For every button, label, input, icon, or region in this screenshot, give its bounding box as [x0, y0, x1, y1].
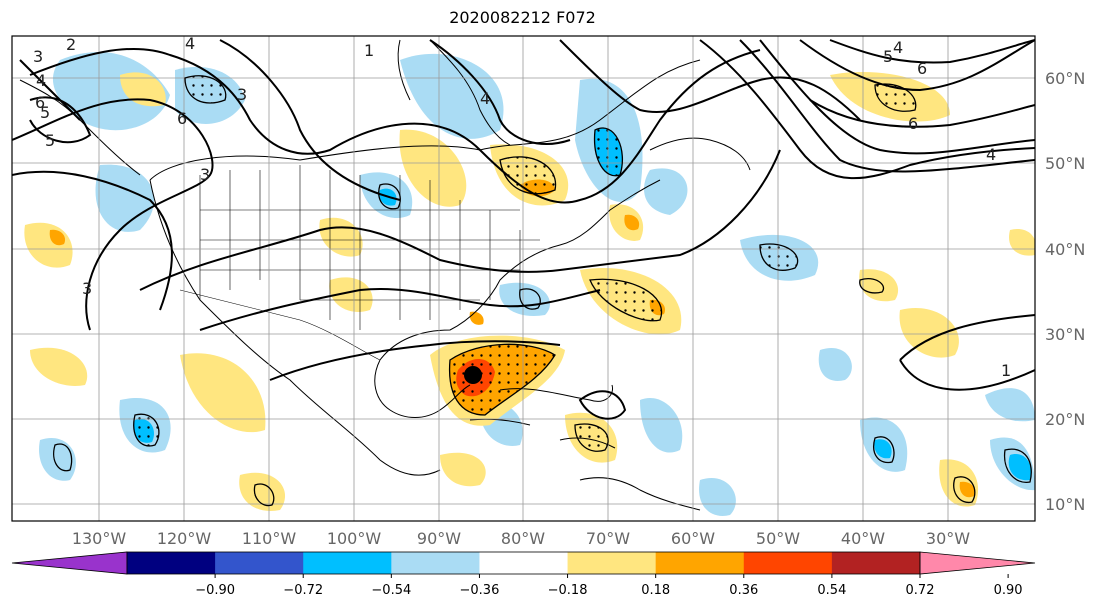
colorbar-tick-label: −0.90: [195, 583, 235, 598]
contour-label: 3: [200, 165, 210, 184]
colorbar-tick-label: −0.36: [460, 583, 500, 598]
colorbar-tick-label: −0.18: [548, 583, 588, 598]
lon-label: 130°W: [72, 529, 127, 548]
colorbar-segment: [391, 552, 480, 574]
contour-label: 4: [185, 34, 195, 53]
lon-label: 90°W: [417, 529, 461, 548]
contour-label: 5: [40, 103, 50, 122]
lon-label: 80°W: [501, 529, 545, 548]
height-contours: [12, 39, 1035, 420]
colorbar-segment: [479, 552, 569, 574]
lat-label: 60°N: [1045, 69, 1085, 88]
colorbar-segment: [303, 552, 392, 574]
contour-label: 4: [36, 71, 46, 90]
contour-label: 3: [237, 85, 247, 104]
contour-label: 6: [908, 114, 918, 133]
colorbar-segment: [567, 552, 657, 574]
contour-label: 4: [986, 145, 996, 164]
colorbar-segment: [127, 552, 216, 574]
contour-labels-group: 2 3 4 5 6 1 3 4 6 4 5 6 6 4 1 3 5 4 3: [33, 34, 1011, 380]
lon-label: 50°W: [756, 529, 800, 548]
colorbar-segment: [655, 552, 745, 574]
map-title: 2020082212 F072: [449, 8, 596, 27]
lat-label: 20°N: [1045, 410, 1085, 429]
colorbar-segment: [831, 552, 921, 574]
colorbar-outline: [126, 551, 921, 575]
contour-label: 5: [883, 47, 893, 66]
lon-label: 100°W: [327, 529, 382, 548]
lat-label: 40°N: [1045, 240, 1085, 259]
storm-center-marker: [464, 366, 482, 384]
lat-label: 30°N: [1045, 325, 1085, 344]
map-area: [12, 36, 1035, 521]
colorbar-tick-label: 0.18: [641, 583, 670, 598]
lon-label: 30°W: [926, 529, 970, 548]
latitude-labels: 60°N 50°N 40°N 30°N 20°N 10°N: [1045, 69, 1085, 514]
political-boundaries: [179, 165, 540, 361]
significance-contours: [53, 75, 1032, 507]
lon-label: 110°W: [242, 529, 297, 548]
colorbar-tick-label: −0.72: [283, 583, 323, 598]
lon-label: 40°W: [841, 529, 885, 548]
contour-label: 4: [893, 38, 903, 57]
colorbar-segment: [215, 552, 304, 574]
contour-label: 1: [364, 41, 374, 60]
contour-label: 6: [917, 59, 927, 78]
colorbar-tick-label: 0.54: [817, 583, 846, 598]
colorbar-tick-label: −0.54: [371, 583, 411, 598]
colorbar-tick-label: 0.36: [729, 583, 758, 598]
contour-label: 6: [177, 109, 187, 128]
lat-label: 50°N: [1045, 154, 1085, 173]
lat-label: 10°N: [1045, 495, 1085, 514]
contour-label: 2: [66, 35, 76, 54]
contour-label: 6: [35, 93, 45, 112]
contour-label: 4: [480, 89, 490, 108]
contour-label: 5: [45, 131, 55, 150]
longitude-labels: 130°W 120°W 110°W 100°W 90°W 80°W 70°W 6…: [72, 529, 970, 548]
lon-label: 120°W: [157, 529, 212, 548]
colorbar-segment: [743, 552, 833, 574]
contour-label: 1: [1001, 361, 1011, 380]
lon-label: 60°W: [671, 529, 715, 548]
colorbar: −0.90 −0.72 −0.54 −0.36 −0.18 0.18 0.36 0.54 0.7…: [11, 551, 1036, 598]
colorbar-extend-low: [11, 551, 128, 575]
graticule: [12, 36, 1035, 521]
colorbar-tick-label: 0.72: [906, 583, 935, 598]
contour-label: 3: [82, 279, 92, 298]
colorbar-extend-high: [919, 551, 1036, 575]
colorbar-tick-label: 0.90: [994, 583, 1023, 598]
contour-label: 3: [33, 47, 43, 66]
lon-label: 70°W: [586, 529, 630, 548]
map-frame: [11, 35, 1036, 522]
